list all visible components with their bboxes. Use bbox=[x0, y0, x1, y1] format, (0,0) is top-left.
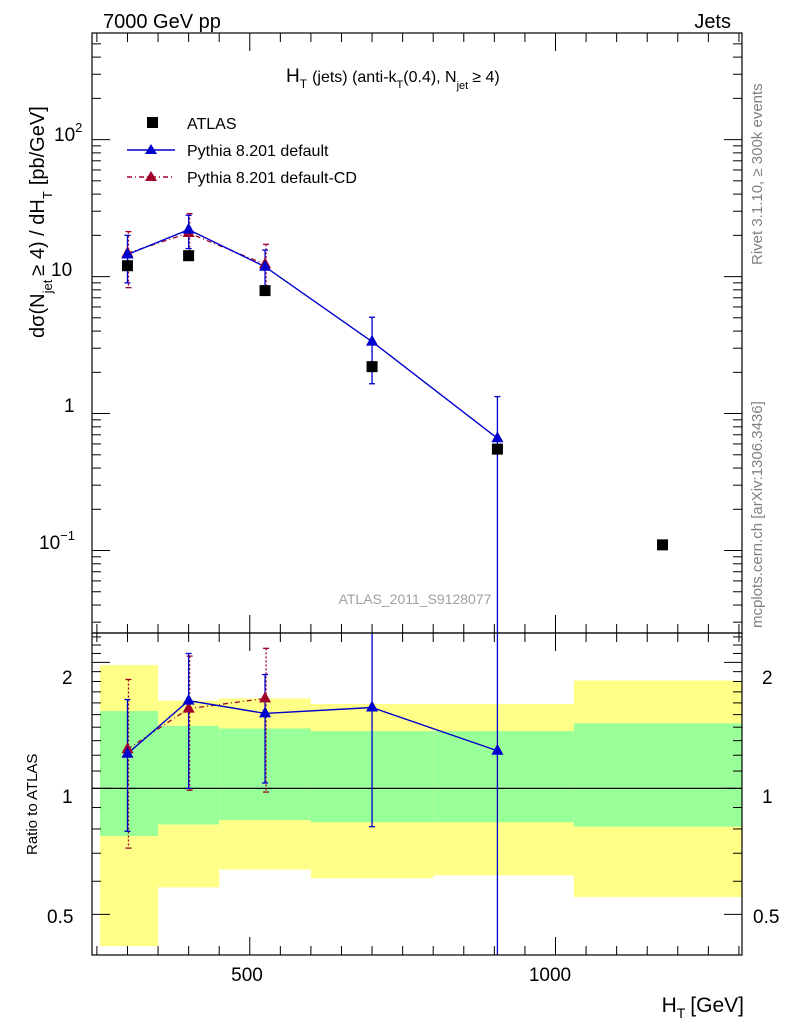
data-point-atlas bbox=[121, 260, 133, 272]
ratio-y-tick-label-1-left: 1 bbox=[62, 787, 73, 808]
ratio-point-pythia-cd bbox=[182, 701, 195, 713]
data-point-atlas bbox=[657, 539, 669, 551]
rivet-label: Rivet 3.1.10, ≥ 300k events bbox=[749, 83, 766, 265]
legend-marker-pythia-cd bbox=[145, 171, 157, 181]
ratio-band-inner bbox=[573, 723, 742, 827]
data-point-pythia bbox=[182, 222, 195, 234]
ratio-point-pythia bbox=[121, 746, 134, 758]
y-tick-label-1: 1 bbox=[64, 396, 75, 417]
x-axis-label: HT [GeV] bbox=[662, 994, 744, 1021]
data-point-pythia bbox=[491, 431, 504, 443]
energy-label: 7000 GeV pp bbox=[103, 11, 221, 33]
ratio-plot-frame bbox=[91, 632, 743, 956]
ratio-point-pythia bbox=[366, 700, 379, 712]
y-tick-label-100: 102 bbox=[54, 120, 82, 146]
legend-label-atlas: ATLAS bbox=[187, 116, 237, 133]
series-line-pythia-cd bbox=[127, 232, 266, 265]
analysis-watermark: ATLAS_2011_S9128077 bbox=[339, 591, 492, 607]
legend-label-pythia-cd: Pythia 8.201 default-CD bbox=[187, 170, 357, 187]
main-y-axis-label: dσ(Njet≥ 4) / dHT[pb/GeV] bbox=[27, 106, 55, 338]
ratio-y-tick-label-1-right: 1 bbox=[762, 787, 773, 808]
data-point-pythia bbox=[121, 247, 134, 259]
ratio-y-tick-label-2-left: 2 bbox=[62, 668, 73, 689]
x-tick-label-1000: 1000 bbox=[529, 965, 571, 986]
ratio-band-inner bbox=[433, 731, 574, 823]
main-title: HT (jets) (anti-kT(0.4), Njet ≥ 4) bbox=[286, 66, 500, 92]
data-point-pythia bbox=[259, 259, 272, 271]
ratio-point-pythia bbox=[259, 706, 272, 718]
legend-label-pythia: Pythia 8.201 default bbox=[187, 143, 329, 160]
y-tick-label-10: 10 bbox=[51, 260, 72, 281]
ratio-y-tick-label-0.5-right: 0.5 bbox=[753, 907, 779, 928]
ratio-point-pythia bbox=[491, 743, 504, 755]
category-label: Jets bbox=[694, 11, 731, 33]
data-point-atlas bbox=[183, 250, 195, 262]
legend-marker-atlas bbox=[147, 117, 158, 128]
ratio-point-pythia-cd bbox=[259, 691, 272, 703]
y-tick-label-0.1: 10−1 bbox=[39, 528, 75, 554]
series-line-pythia bbox=[127, 228, 498, 439]
data-point-pythia bbox=[366, 334, 379, 346]
main-panel: HT (jets) (anti-kT(0.4), Njet ≥ 4) dσ(Njet… bbox=[27, 32, 743, 634]
ratio-y-axis-label: Ratio to ATLAS bbox=[24, 754, 41, 855]
ratio-panel: Ratio to ATLAS 2 1 0.5 2 1 0.5 500 1000 … bbox=[24, 615, 779, 1021]
x-tick-label-500: 500 bbox=[231, 965, 263, 986]
data-point-atlas bbox=[259, 285, 271, 297]
ratio-point-pythia bbox=[182, 693, 195, 705]
data-point-atlas bbox=[366, 361, 378, 373]
ratio-y-tick-label-0.5-left: 0.5 bbox=[47, 907, 73, 928]
legend: ATLAS Pythia 8.201 default Pythia 8.201 … bbox=[127, 116, 357, 187]
data-point-atlas bbox=[491, 443, 503, 455]
ratio-y-tick-label-2-right: 2 bbox=[762, 668, 773, 689]
mcplots-label: mcplots.cern.ch [arXiv:1306.3436] bbox=[749, 401, 766, 628]
legend-marker-pythia bbox=[145, 144, 157, 154]
